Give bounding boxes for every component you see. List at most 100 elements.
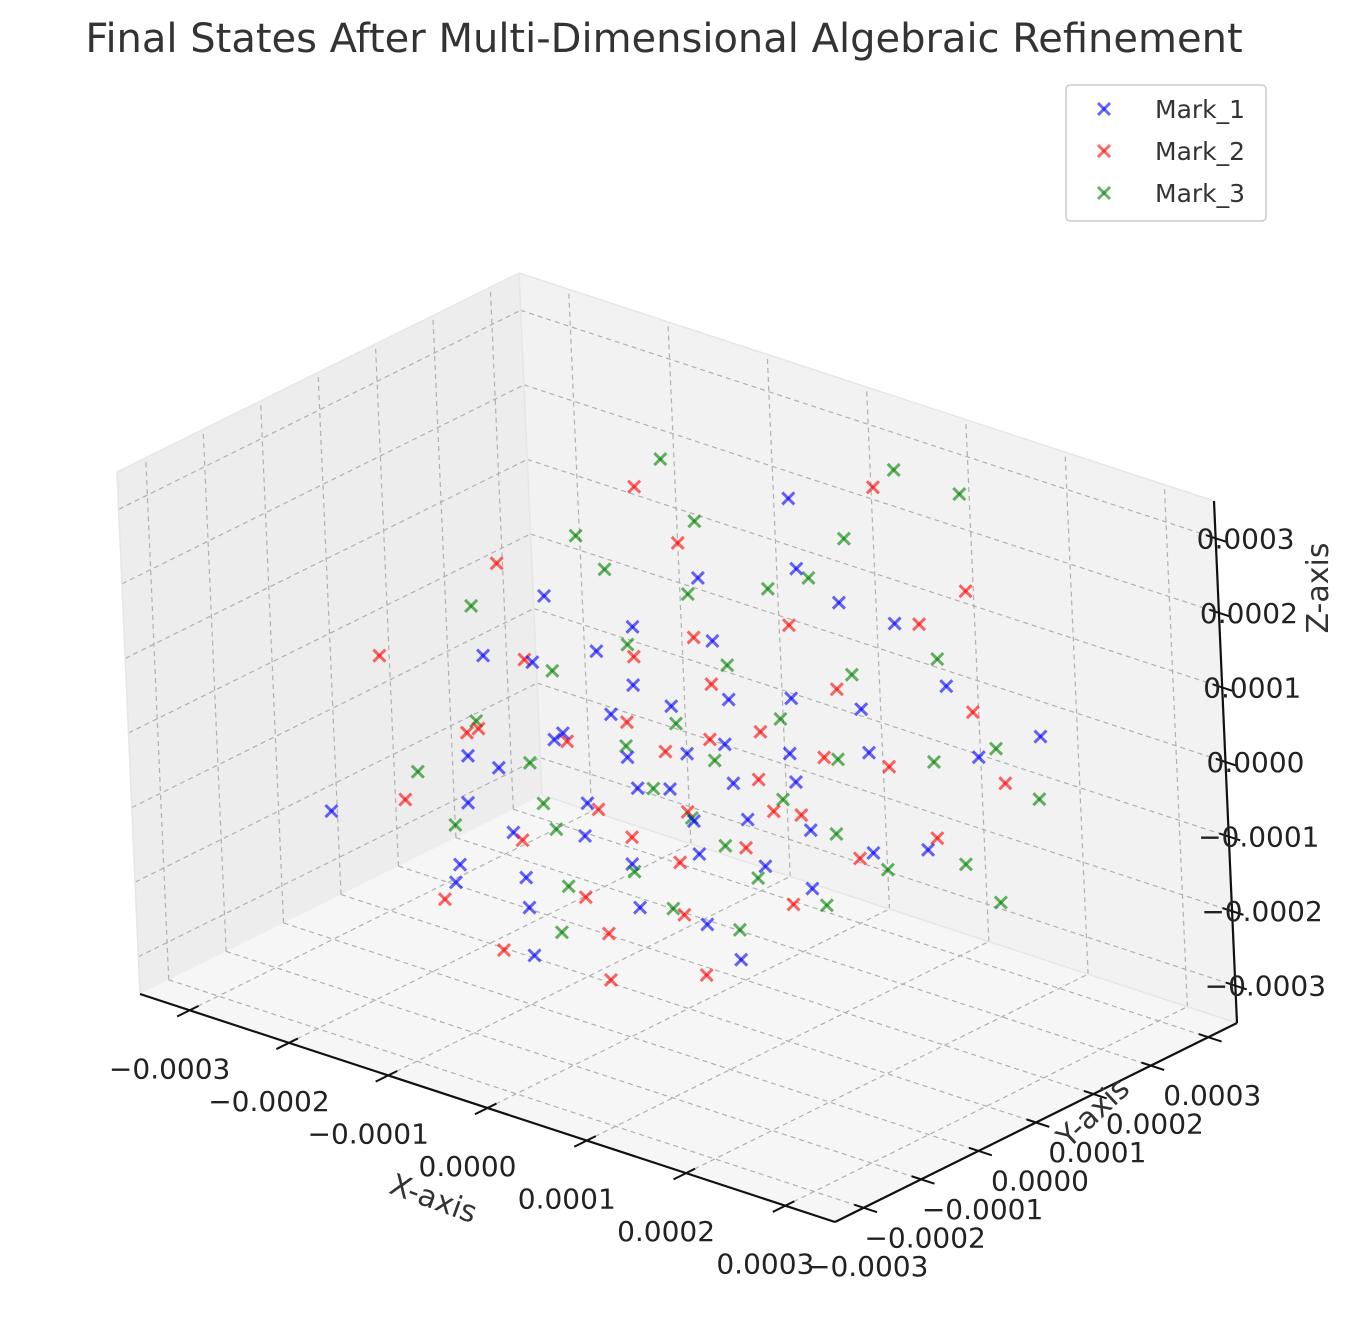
- legend-marker: [1096, 143, 1112, 159]
- pane-edge: [116, 471, 141, 995]
- data-point-mark-2: [753, 724, 768, 739]
- tick-mark: [1198, 1033, 1222, 1043]
- data-point-mark-2: [619, 715, 635, 730]
- x-tick-label: −0.0001: [307, 1117, 428, 1150]
- data-point-mark-2: [489, 556, 504, 571]
- grid-line-y-floor: [283, 922, 979, 1152]
- data-point-mark-1: [577, 828, 593, 844]
- y-tick-label: −0.0003: [807, 1250, 928, 1283]
- grid-line-y-left: [259, 400, 285, 923]
- data-point-mark-3: [773, 711, 788, 727]
- grid-line-z-left: [124, 458, 528, 659]
- data-point-mark-1: [519, 870, 534, 885]
- tick-mark: [1026, 1118, 1050, 1128]
- data-point-mark-3: [958, 857, 973, 872]
- tick-mark: [375, 1070, 398, 1083]
- data-point-mark-2: [591, 802, 606, 817]
- axis-panes: [117, 273, 1237, 1222]
- grid-line-z-back: [523, 384, 1220, 614]
- data-point-mark-1: [758, 859, 773, 874]
- data-point-mark-2: [786, 897, 801, 912]
- data-point-mark-3: [536, 796, 551, 811]
- data-point-mark-3: [410, 764, 425, 779]
- legend-label: Mark_2: [1155, 137, 1245, 166]
- data-point-mark-2: [930, 831, 945, 846]
- data-point-mark-1: [625, 619, 640, 634]
- y-tick-label: −0.0002: [864, 1221, 985, 1254]
- data-point-mark-2: [560, 734, 575, 749]
- data-point-mark-1: [491, 760, 506, 775]
- data-point-mark-2: [829, 682, 844, 697]
- data-point-mark-2: [624, 830, 640, 845]
- y-tick-label: −0.0001: [922, 1193, 1043, 1226]
- data-point-mark-1: [700, 917, 715, 932]
- data-point-mark-3: [448, 817, 463, 833]
- data-point-mark-3: [549, 822, 564, 837]
- data-point-mark-1: [630, 781, 645, 796]
- data-point-mark-2: [670, 535, 685, 551]
- grid-line-z-back: [536, 682, 1233, 912]
- data-point-mark-3: [952, 487, 967, 502]
- data-point-mark-1: [734, 952, 749, 967]
- data-point-mark-1: [803, 823, 818, 838]
- data-point-mark-1: [580, 796, 595, 811]
- grid-line-z-left: [121, 384, 525, 585]
- data-point-mark-1: [525, 655, 540, 670]
- data-point-mark-1: [589, 644, 604, 659]
- data-point-mark-1: [854, 702, 869, 717]
- data-point-mark-2: [601, 926, 616, 941]
- tick-mark: [176, 1004, 200, 1018]
- tick-mark: [772, 1200, 795, 1213]
- grid-line-x-floor: [685, 973, 1089, 1174]
- data-point-mark-2: [704, 677, 719, 692]
- legend-label: Mark_1: [1155, 95, 1245, 124]
- data-point-mark-3: [988, 741, 1004, 756]
- grid-line-y-floor: [513, 808, 1209, 1038]
- data-point-mark-2: [496, 943, 512, 958]
- y-tick-label: 0.0003: [1163, 1079, 1261, 1112]
- tick-mark: [573, 1135, 597, 1148]
- grid-line-z-back: [520, 309, 1216, 539]
- data-point-mark-1: [861, 745, 877, 760]
- data-point-mark-3: [775, 792, 791, 807]
- data-point-mark-2: [627, 479, 642, 494]
- grid-line-y-floor: [455, 837, 1152, 1067]
- legend: Mark_1 Mark_2 Mark_3: [1065, 84, 1267, 222]
- legend-marker: [1096, 101, 1112, 117]
- data-point-mark-1: [721, 692, 736, 707]
- data-point-mark-3: [880, 862, 895, 877]
- data-point-mark-1: [921, 842, 936, 857]
- x-tick-label: 0.0001: [518, 1183, 616, 1216]
- data-point-mark-1: [782, 746, 797, 761]
- data-point-mark-1: [692, 846, 707, 862]
- grid-line-x-back: [1064, 452, 1089, 975]
- z-tick-label: −0.0003: [1205, 970, 1326, 1003]
- data-point-mark-2: [865, 480, 880, 495]
- data-point-mark-1: [460, 748, 476, 763]
- data-point-mark-1: [971, 750, 986, 765]
- data-point-mark-3: [561, 879, 576, 894]
- data-point-mark-2: [702, 732, 717, 747]
- data-point-mark-1: [784, 691, 799, 706]
- z-tick-label: −0.0001: [1198, 821, 1319, 854]
- data-point-mark-3: [993, 895, 1008, 910]
- data-point-mark-3: [568, 528, 583, 543]
- data-point-mark-3: [720, 658, 735, 673]
- legend-marker: [1096, 185, 1112, 201]
- grid-line-x-floor: [487, 908, 890, 1109]
- data-point-mark-2: [958, 584, 973, 599]
- data-point-mark-1: [461, 795, 476, 810]
- data-point-mark-2: [965, 705, 980, 720]
- chart-title: Final States After Multi-Dimensional Alg…: [85, 16, 1242, 62]
- data-point-mark-3: [597, 562, 612, 577]
- scatter-points: [324, 451, 1048, 988]
- legend-frame: [1065, 84, 1267, 222]
- y-tick-label: 0.0000: [991, 1165, 1089, 1198]
- data-point-mark-1: [686, 813, 702, 829]
- data-point-mark-2: [517, 652, 532, 667]
- x-tick-label: 0.0002: [617, 1215, 715, 1248]
- data-point-mark-2: [998, 776, 1013, 791]
- data-point-mark-2: [658, 744, 673, 759]
- data-point-mark-3: [707, 753, 722, 768]
- z-tick-label: 0.0001: [1203, 671, 1301, 704]
